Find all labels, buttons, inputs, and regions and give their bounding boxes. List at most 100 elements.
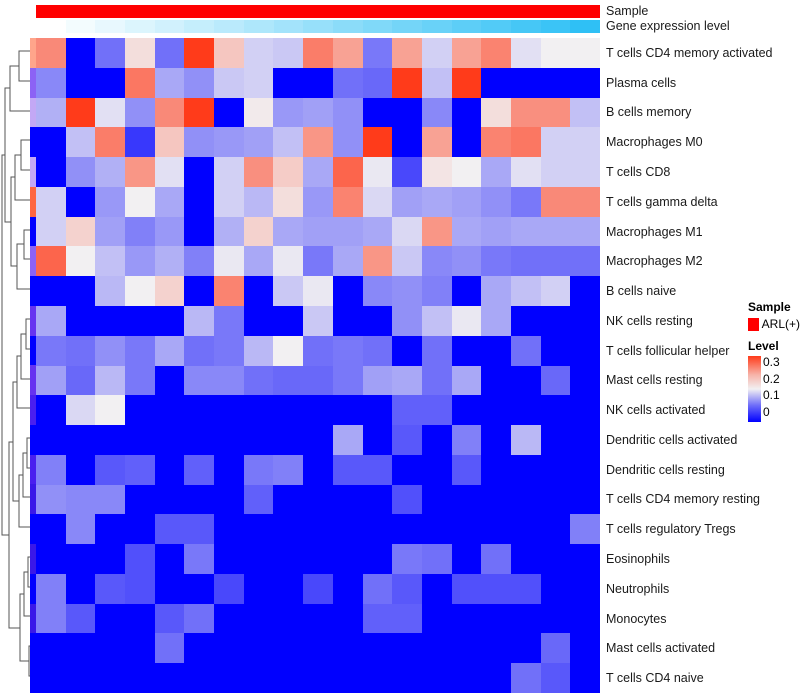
- heatmap-cell: [332, 663, 363, 693]
- legend-sample-title: Sample: [748, 300, 791, 314]
- heatmap-cell: [184, 305, 215, 336]
- heatmap-cell: [332, 276, 363, 306]
- row-label: T cells regulatory Tregs: [606, 522, 736, 537]
- row-annotation-cell: [30, 424, 36, 455]
- heatmap-cell: [481, 276, 511, 306]
- gene-expression-annotation-cell: [65, 20, 96, 33]
- heatmap-cell: [510, 484, 541, 515]
- heatmap-cell: [214, 633, 244, 664]
- heatmap-cell: [214, 425, 244, 455]
- heatmap-cell: [214, 335, 244, 366]
- heatmap-cell: [332, 573, 363, 604]
- heatmap-cell: [510, 67, 541, 98]
- heatmap-cell: [95, 305, 126, 336]
- gene-expression-annotation-cell: [125, 20, 155, 33]
- heatmap-cell: [392, 276, 422, 306]
- heatmap-cell: [36, 276, 66, 306]
- heatmap-cell: [303, 365, 333, 396]
- heatmap-cell: [362, 335, 393, 366]
- heatmap-cell: [421, 603, 452, 634]
- heatmap-cell: [540, 633, 571, 664]
- heatmap-cell: [65, 573, 96, 604]
- heatmap-cell: [243, 573, 274, 604]
- heatmap-cell: [392, 544, 422, 574]
- heatmap-cell: [65, 633, 96, 664]
- heatmap-cell: [481, 633, 511, 664]
- heatmap-cell: [481, 365, 511, 396]
- heatmap-cell: [421, 186, 452, 217]
- heatmap-cell: [421, 514, 452, 545]
- heatmap-cell: [570, 335, 600, 366]
- heatmap-cell: [95, 38, 126, 68]
- heatmap-cell: [243, 663, 274, 693]
- heatmap-cell: [125, 216, 155, 247]
- heatmap-cell: [332, 157, 363, 187]
- heatmap-cell: [451, 127, 482, 158]
- heatmap-cell: [125, 454, 155, 485]
- heatmap-cell: [125, 663, 155, 693]
- heatmap-cell: [95, 663, 126, 693]
- sample-annotation-cell: [243, 5, 274, 18]
- heatmap-cell: [214, 663, 244, 693]
- heatmap-cell: [451, 365, 482, 396]
- heatmap-cell: [540, 663, 571, 693]
- heatmap-cell: [184, 663, 215, 693]
- heatmap-cell: [184, 38, 215, 68]
- heatmap-cell: [184, 365, 215, 396]
- heatmap-cell: [125, 246, 155, 277]
- heatmap-cell: [570, 186, 600, 217]
- sample-annotation-label: Sample: [606, 4, 649, 18]
- heatmap-cell: [243, 127, 274, 158]
- heatmap-cell: [392, 514, 422, 545]
- heatmap-cell: [154, 157, 185, 187]
- sample-annotation-cell: [332, 5, 363, 18]
- heatmap-cell: [125, 603, 155, 634]
- heatmap-cell: [392, 67, 422, 98]
- heatmap-cell: [421, 365, 452, 396]
- heatmap-cell: [332, 484, 363, 515]
- row-annotation-cell: [30, 395, 36, 425]
- heatmap-cell: [273, 633, 304, 664]
- heatmap-cell: [95, 216, 126, 247]
- heatmap-cell: [95, 425, 126, 455]
- heatmap-cell: [570, 603, 600, 634]
- heatmap-cell: [184, 335, 215, 366]
- heatmap-cell: [184, 573, 215, 604]
- heatmap-cell: [65, 514, 96, 545]
- heatmap-cell: [303, 663, 333, 693]
- sample-annotation-cell: [392, 5, 422, 18]
- heatmap-cell: [214, 157, 244, 187]
- heatmap-cell: [36, 335, 66, 366]
- heatmap-cell: [570, 454, 600, 485]
- heatmap-cell: [154, 246, 185, 277]
- heatmap-cell: [65, 186, 96, 217]
- heatmap-cell: [36, 454, 66, 485]
- heatmap-cell: [36, 395, 66, 426]
- heatmap-cell: [154, 305, 185, 336]
- colorbar-gradient: [735, 356, 761, 422]
- legend-sample-group: Sample ARL(+): [748, 300, 800, 331]
- heatmap-cell: [214, 38, 244, 68]
- legend-level-title: Level: [748, 339, 779, 353]
- heatmap-cell: [392, 305, 422, 336]
- heatmap-cell: [243, 305, 274, 336]
- heatmap-cell: [540, 544, 571, 574]
- heatmap-cell: [421, 305, 452, 336]
- heatmap-grid: [36, 38, 600, 693]
- heatmap-cell: [214, 484, 244, 515]
- gene-expression-annotation-cell: [303, 20, 333, 33]
- heatmap-cell: [303, 38, 333, 68]
- heatmap-cell: [332, 603, 363, 634]
- heatmap-cell: [273, 544, 304, 574]
- heatmap-cell: [332, 38, 363, 68]
- gene-expression-annotation-cell: [451, 20, 482, 33]
- heatmap-cell: [451, 514, 482, 545]
- heatmap-cell: [303, 484, 333, 515]
- heatmap-cell: [332, 97, 363, 128]
- heatmap-cell: [36, 216, 66, 247]
- sample-annotation-cell: [362, 5, 393, 18]
- heatmap-cell: [184, 276, 215, 306]
- heatmap-cell: [451, 663, 482, 693]
- heatmap-cell: [481, 216, 511, 247]
- heatmap-cell: [392, 633, 422, 664]
